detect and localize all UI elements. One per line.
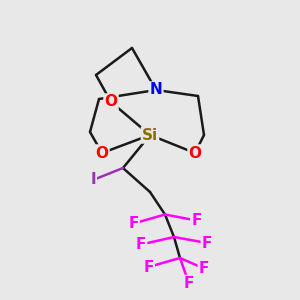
Text: F: F <box>199 261 209 276</box>
Text: Si: Si <box>142 128 158 142</box>
Text: F: F <box>184 276 194 291</box>
Text: F: F <box>128 216 139 231</box>
Text: F: F <box>202 236 212 250</box>
Text: F: F <box>191 213 202 228</box>
Text: O: O <box>104 94 118 110</box>
Text: O: O <box>188 146 202 160</box>
Text: O: O <box>95 146 109 160</box>
Text: N: N <box>150 82 162 98</box>
Text: I: I <box>90 172 96 188</box>
Text: F: F <box>136 237 146 252</box>
Text: F: F <box>143 260 154 274</box>
